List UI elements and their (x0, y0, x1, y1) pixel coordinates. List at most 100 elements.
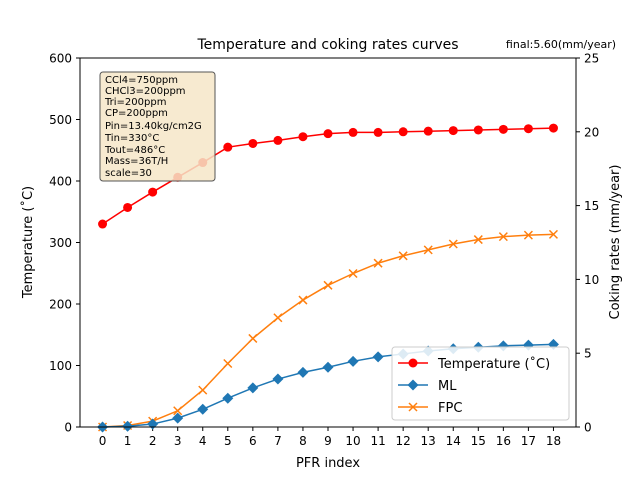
data-point-fpc (273, 313, 283, 323)
data-point-temperature (98, 219, 108, 229)
info-box-frame (99, 71, 216, 182)
info-line: Tri=200ppm (104, 97, 166, 108)
data-point-ml (247, 382, 259, 394)
data-point-ml (122, 420, 134, 432)
data-point-ml (297, 366, 309, 378)
x-tick-label: 14 (446, 434, 461, 448)
x-tick-label: 4 (199, 434, 207, 448)
data-point-fpc (223, 359, 233, 369)
chart-title: Temperature and coking rates curves (196, 37, 458, 53)
data-point-ml (172, 412, 184, 424)
info-line: scale=30 (105, 168, 152, 179)
y-right-tick-label: 15 (584, 199, 599, 213)
data-point-temperature (423, 126, 433, 136)
data-point-fpc (323, 280, 333, 290)
data-point-temperature (373, 127, 383, 137)
legend-label-fpc: FPC (438, 401, 462, 416)
data-point-fpc (423, 245, 433, 255)
info-line: Pin=13.40kg/cm2G (105, 121, 202, 132)
data-point-temperature (448, 126, 458, 136)
y-right-tick-label: 20 (584, 125, 599, 139)
data-point-temperature (498, 124, 508, 134)
data-point-fpc (548, 229, 558, 239)
y-left-tick-label: 100 (49, 359, 72, 373)
y-axis-label-right: Coking rates (mm/year) (608, 165, 623, 320)
data-point-ml (197, 403, 209, 415)
x-tick-label: 17 (521, 434, 536, 448)
data-point-temperature (123, 202, 133, 212)
y-left-tick-label: 600 (49, 52, 72, 66)
info-line: CHCl3=200ppm (105, 86, 186, 97)
data-point-fpc (473, 235, 483, 245)
data-point-fpc (498, 232, 508, 242)
data-point-temperature (298, 132, 308, 142)
legend-label-ml: ML (438, 379, 457, 394)
data-point-fpc (173, 406, 183, 416)
y-right-tick-label: 0 (584, 421, 592, 435)
x-tick-label: 3 (174, 434, 182, 448)
data-point-ml (222, 392, 234, 404)
data-point-temperature (398, 127, 408, 137)
data-point-temperature (248, 138, 258, 148)
data-point-fpc (348, 268, 358, 279)
data-point-ml (372, 351, 384, 363)
data-point-temperature (223, 142, 233, 152)
x-tick-label: 15 (471, 434, 486, 448)
right-axis: 0 5 10 15 20 25 (576, 52, 599, 435)
data-point-fpc (398, 251, 408, 261)
x-tick-label: 16 (496, 434, 511, 448)
legend-marker-fpc (408, 402, 418, 412)
x-tick-label: 5 (224, 434, 232, 448)
x-tick-label: 18 (546, 434, 561, 448)
x-tick-label: 12 (396, 434, 411, 448)
data-point-fpc (298, 295, 308, 305)
info-line: Mass=36T/H (105, 156, 168, 167)
final-annotation: final:5.60(mm/year) (506, 38, 616, 51)
x-tick-label: 0 (99, 434, 107, 448)
info-line: CCl4=750ppm (105, 75, 178, 86)
info-line: CP=200ppm (105, 108, 168, 119)
x-tick-label: 11 (370, 434, 385, 448)
legend-frame (391, 346, 570, 421)
legend: Temperature (˚C) ML FPC (391, 346, 570, 421)
legend-marker-temperature (408, 358, 418, 368)
info-box: CCl4=750ppm CHCl3=200ppm Tri=200ppm CP=2… (99, 71, 216, 182)
x-tick-label: 6 (249, 434, 257, 448)
data-point-temperature (273, 135, 283, 145)
y-axis-label-left: Temperature (˚C) (20, 186, 36, 299)
y-left-tick-label: 300 (49, 236, 72, 250)
data-point-ml (347, 355, 359, 367)
data-point-temperature (473, 125, 483, 135)
data-point-fpc (373, 258, 383, 268)
y-left-tick-label: 400 (49, 175, 72, 189)
x-axis-label: PFR index (296, 456, 360, 471)
x-tick-label: 10 (345, 434, 360, 448)
y-left-tick-label: 500 (49, 113, 72, 127)
x-tick-label: 1 (124, 434, 132, 448)
data-point-temperature (523, 124, 533, 134)
legend-marker-ml (407, 379, 419, 391)
data-point-temperature (148, 187, 158, 197)
x-tick-label: 7 (274, 434, 282, 448)
x-tick-label: 8 (299, 434, 307, 448)
y-right-tick-label: 10 (584, 273, 599, 287)
left-axis: 0 100 200 300 400 500 600 (49, 52, 80, 435)
data-point-ml (322, 361, 334, 373)
data-point-fpc (248, 333, 258, 343)
x-tick-label: 2 (149, 434, 157, 448)
info-line: Tout=486°C (104, 145, 165, 156)
data-point-temperature (348, 127, 358, 137)
data-point-fpc (448, 239, 458, 249)
y-right-tick-label: 25 (584, 52, 599, 66)
x-tick-label: 9 (324, 434, 332, 448)
data-point-fpc (523, 230, 533, 240)
y-right-tick-label: 5 (584, 347, 592, 361)
data-point-fpc (198, 385, 208, 395)
y-left-tick-label: 200 (49, 298, 72, 312)
data-point-ml (272, 373, 284, 385)
info-line: Tin=330°C (104, 133, 159, 144)
plot-frame (79, 57, 577, 428)
legend-label-temperature: Temperature (˚C) (437, 356, 550, 372)
x-axis: 0 1 2 3 4 5 6 7 8 9 10 11 12 13 14 15 16 17 18 (99, 427, 561, 448)
